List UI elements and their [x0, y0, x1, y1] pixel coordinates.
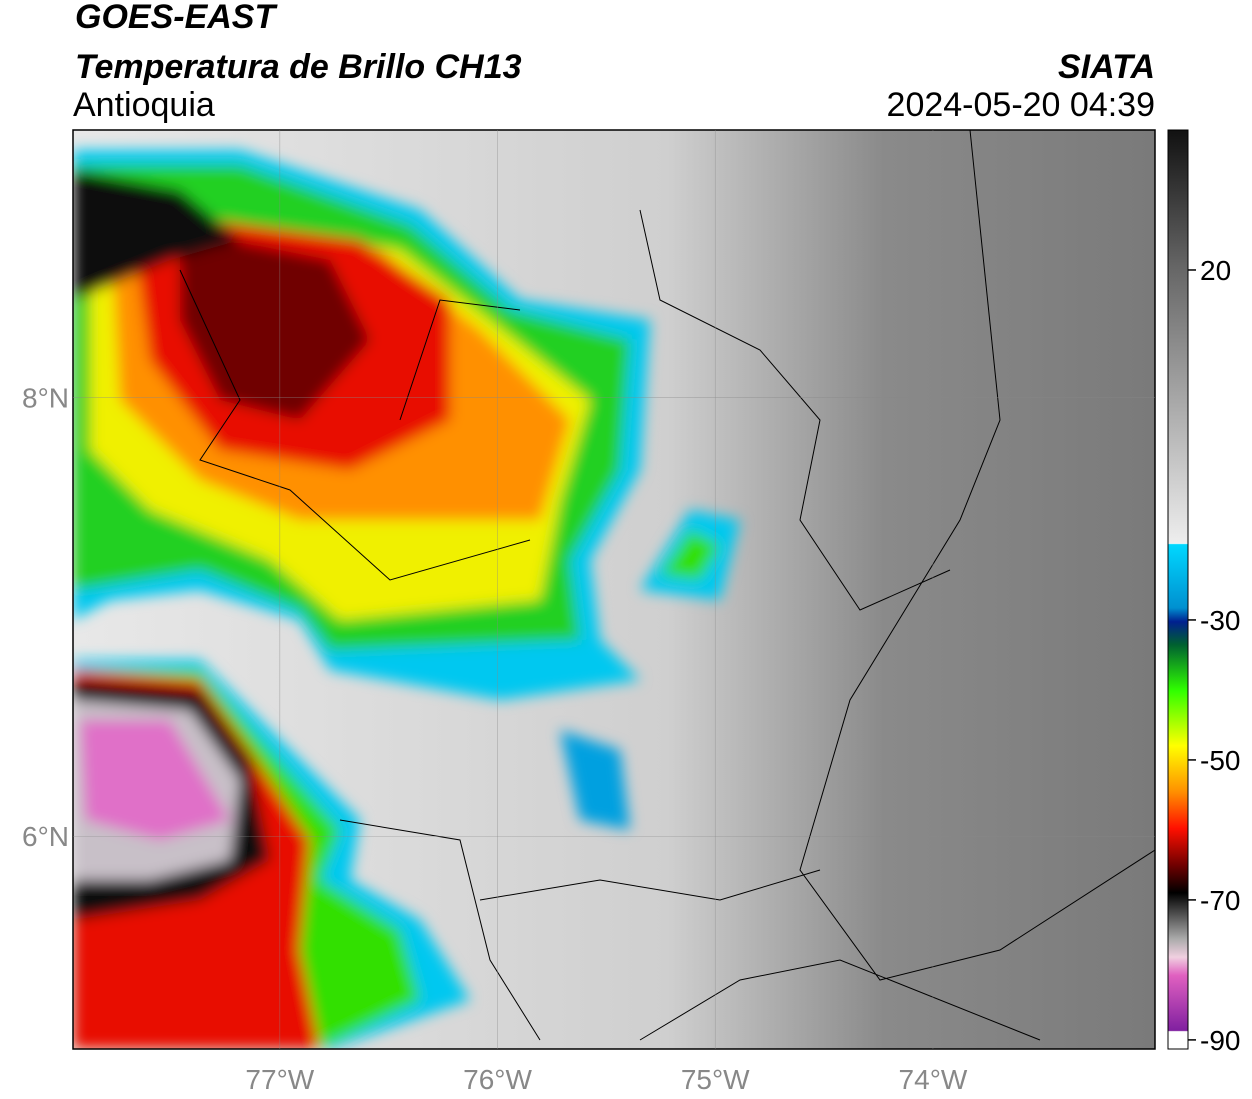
colorbar — [1167, 129, 1189, 1050]
lat-tick-label: 6°N — [22, 821, 69, 852]
region: Antioquia — [73, 86, 215, 124]
colorbar-tick-label: -30 — [1200, 605, 1240, 636]
colorbar-tick-label: -50 — [1200, 745, 1240, 776]
source: SIATA — [1058, 48, 1155, 86]
lon-tick-label: 77°W — [245, 1064, 314, 1095]
title: GOES-EAST — [75, 0, 278, 36]
colorbar-tick-label: 20 — [1200, 255, 1231, 286]
colorbar-tick-label: -90 — [1200, 1025, 1240, 1056]
lon-tick-label: 75°W — [681, 1064, 750, 1095]
lon-tick-label: 74°W — [899, 1064, 968, 1095]
subtitle: Temperatura de Brillo CH13 — [75, 48, 522, 86]
datetime: 2024-05-20 04:39 — [887, 86, 1155, 124]
colorbar-tick-label: -70 — [1200, 885, 1240, 916]
lon-tick-label: 76°W — [463, 1064, 532, 1095]
lat-tick-label: 8°N — [22, 383, 69, 414]
map-image — [73, 130, 1155, 1049]
map-frame — [72, 129, 1156, 1050]
